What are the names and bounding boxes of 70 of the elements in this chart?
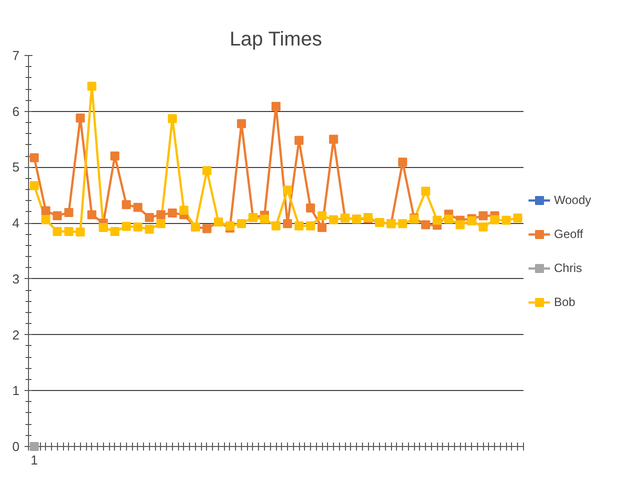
point bbox=[133, 202, 142, 212]
y-tick-label: 3 bbox=[12, 271, 20, 286]
point bbox=[236, 119, 246, 128]
point bbox=[398, 219, 408, 228]
point bbox=[478, 211, 488, 220]
point bbox=[272, 102, 280, 111]
point bbox=[144, 212, 154, 222]
point bbox=[306, 203, 316, 212]
point bbox=[202, 166, 212, 176]
point bbox=[76, 228, 85, 237]
point bbox=[122, 222, 131, 231]
point bbox=[41, 206, 50, 216]
point bbox=[98, 223, 108, 232]
point bbox=[202, 224, 212, 234]
point bbox=[144, 224, 154, 234]
point bbox=[52, 211, 62, 220]
point bbox=[432, 216, 442, 225]
point bbox=[513, 214, 522, 223]
point bbox=[318, 211, 327, 220]
point bbox=[30, 442, 39, 451]
point bbox=[76, 114, 85, 123]
point bbox=[225, 221, 234, 230]
y-tick-label: 4 bbox=[12, 216, 20, 231]
point bbox=[260, 214, 269, 224]
point bbox=[283, 186, 292, 195]
point bbox=[156, 210, 166, 220]
point bbox=[30, 181, 39, 190]
point bbox=[421, 220, 430, 230]
point bbox=[168, 114, 177, 124]
y-tick-label: 1 bbox=[12, 383, 20, 398]
point bbox=[52, 226, 62, 236]
point bbox=[294, 221, 304, 230]
y-tick-label: 0 bbox=[12, 439, 20, 454]
point bbox=[110, 226, 120, 236]
point bbox=[64, 226, 74, 236]
point bbox=[318, 223, 327, 232]
point bbox=[168, 208, 177, 218]
point bbox=[236, 219, 246, 228]
point bbox=[398, 158, 408, 167]
point bbox=[110, 152, 120, 161]
chart-title: Lap Times bbox=[230, 28, 322, 50]
legend-label: Bob bbox=[554, 295, 576, 309]
legend-label: Woody bbox=[554, 193, 592, 207]
point bbox=[444, 214, 454, 224]
y-tick-label: 5 bbox=[12, 160, 20, 175]
point bbox=[87, 82, 96, 91]
point bbox=[283, 219, 292, 228]
point bbox=[87, 210, 96, 220]
y-tick-label: 6 bbox=[12, 104, 20, 119]
point bbox=[179, 206, 188, 215]
point bbox=[456, 220, 465, 230]
point bbox=[122, 200, 131, 210]
point bbox=[502, 216, 511, 225]
point bbox=[478, 222, 488, 232]
point bbox=[41, 215, 50, 224]
point bbox=[133, 222, 142, 232]
y-tick-label: 2 bbox=[12, 327, 20, 342]
point bbox=[329, 134, 338, 144]
point bbox=[30, 153, 39, 162]
point bbox=[64, 208, 74, 217]
point bbox=[490, 215, 500, 224]
point bbox=[272, 221, 280, 230]
point bbox=[329, 215, 338, 224]
point bbox=[306, 221, 316, 230]
point bbox=[156, 219, 166, 228]
legend-label: Chris bbox=[554, 261, 582, 275]
legend-label: Geoff bbox=[554, 227, 584, 241]
point bbox=[294, 136, 304, 145]
y-tick-label: 7 bbox=[12, 48, 20, 63]
point bbox=[421, 186, 430, 196]
